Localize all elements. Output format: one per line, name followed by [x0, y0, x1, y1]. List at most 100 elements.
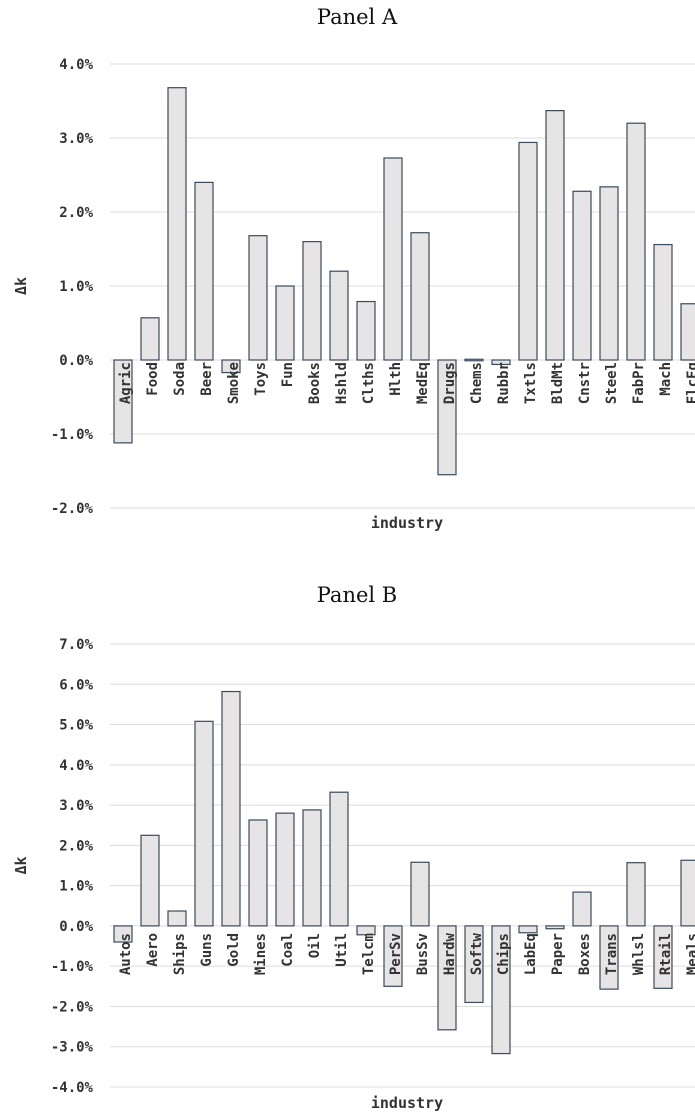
- panel-a-category-label: Cnstr: [577, 362, 593, 404]
- panel-b-category-label: Ships: [172, 933, 188, 975]
- panel-b-category-label: Guns: [199, 933, 215, 967]
- panel-a-bar-mach: [653, 243, 673, 361]
- panel-a-category-label: Books: [307, 362, 323, 404]
- panel-a-x-axis-label: industry: [371, 514, 443, 532]
- panel-a-bar-agric: [113, 359, 133, 444]
- panel-b-y-tick-label: 2.0%: [59, 838, 93, 854]
- panel-b-y-axis-label: Δk: [12, 856, 30, 874]
- panel-a-y-tick-label: 3.0%: [59, 131, 93, 147]
- panel-a-category-label: Agric: [118, 362, 134, 404]
- panel-b-x-axis-label: industry: [371, 1094, 443, 1112]
- panel-b-y-tick-label: -4.0%: [51, 1080, 94, 1096]
- panel-b-category-label: Autos: [118, 933, 134, 975]
- panel-a-category-label: Rubbr: [496, 362, 512, 404]
- panel-a-y-tick-label: 0.0%: [59, 353, 93, 369]
- panel-a-bar-beer: [194, 181, 214, 361]
- panel-a-category-label: Smoke: [226, 362, 242, 404]
- panel-a-category-label: Txtls: [523, 362, 539, 404]
- panel-a-bar-elceq: [680, 303, 695, 361]
- panel-b-bar-trans: [599, 925, 619, 990]
- panel-a-bar-drugs: [437, 359, 457, 476]
- panel-a-y-tick-label: -2.0%: [51, 501, 94, 517]
- panel-b-bar-telcm: [356, 925, 376, 936]
- panel-b-category-label: Telcm: [361, 933, 377, 975]
- panel-a-category-label: Soda: [172, 362, 188, 396]
- panel-b-y-tick-label: 3.0%: [59, 798, 93, 814]
- panel-a-category-label: Beer: [199, 362, 215, 396]
- panel-a-category-label: Fun: [280, 362, 296, 387]
- panel-b-bar-boxes: [572, 891, 592, 927]
- panel-a-y-tick-label: 1.0%: [59, 279, 93, 295]
- panel-b-y-tick-label: -2.0%: [51, 999, 94, 1015]
- panel-b-bar-meals: [680, 859, 695, 927]
- panel-b-category-label: Gold: [226, 933, 242, 967]
- panel-a-bar-books: [302, 241, 322, 361]
- panel-b-category-label: Trans: [604, 933, 620, 975]
- panel-a-bar-food: [140, 317, 160, 361]
- panel-a-bar-hlth: [383, 157, 403, 361]
- panel-b-y-tick-label: 5.0%: [59, 718, 93, 734]
- panel-a-category-label: Toys: [253, 362, 269, 396]
- panel-a-bar-steel: [599, 186, 619, 361]
- panel-b-category-label: Boxes: [577, 933, 593, 975]
- panel-a-category-label: Hlth: [388, 362, 404, 396]
- panel-b-category-label: Hardw: [442, 932, 458, 975]
- panel-b-category-label: Oil: [307, 933, 323, 958]
- panel-a-bar-soda: [167, 87, 187, 361]
- panel-b-bar-hardw: [437, 925, 457, 1031]
- panel-b-y-tick-label: -1.0%: [51, 959, 94, 975]
- panel-b-title: Panel B: [317, 583, 397, 607]
- panel-a-category-label: Hshld: [334, 362, 350, 404]
- panel-b-bar-persv: [383, 925, 403, 987]
- panel-b-bar-aero: [140, 834, 160, 927]
- panel-b-bar-gold: [221, 690, 241, 927]
- panel-a-category-label: Drugs: [442, 362, 458, 404]
- panel-a-category-label: Chems: [469, 362, 485, 404]
- panel-b-y-tick-label: 6.0%: [59, 677, 93, 693]
- panel-a-category-label: BldMt: [550, 362, 566, 404]
- panel-b-bar-util: [329, 791, 349, 927]
- panel-b-bar-softw: [464, 925, 484, 1004]
- panel-b-category-label: BusSv: [415, 933, 431, 975]
- panel-b-bar-mines: [248, 819, 268, 927]
- panel-b-bar-autos: [113, 925, 133, 943]
- panel-b-bar-paper: [545, 925, 565, 930]
- panel-a-bar-bldmt: [545, 110, 565, 361]
- panel-a-y-tick-label: 4.0%: [59, 57, 93, 73]
- panel-a-bar-medeq: [410, 232, 430, 361]
- panel-a-bar-toys: [248, 235, 268, 361]
- panel-b-bar-labeq: [518, 925, 538, 934]
- panel-b-bar-coal: [275, 812, 295, 927]
- panel-b-category-label: PerSv: [388, 933, 404, 975]
- panel-b-bar-whlsl: [626, 862, 646, 927]
- panel-a-category-label: Food: [145, 362, 161, 396]
- panel-a-bar-rubbr: [491, 359, 511, 366]
- panel-b-y-tick-label: 4.0%: [59, 758, 93, 774]
- panel-b-category-label: Chips: [496, 933, 512, 975]
- panel-a-bar-fun: [275, 285, 295, 361]
- panel-a-bar-fabpr: [626, 122, 646, 361]
- panel-b-category-label: Meals: [685, 933, 695, 975]
- panel-b-category-label: Util: [334, 933, 350, 967]
- panel-a-bar-clths: [356, 300, 376, 361]
- panel-b-bar-chips: [491, 925, 511, 1055]
- panel-b-bar-guns: [194, 720, 214, 927]
- panel-a-y-tick-label: -1.0%: [51, 427, 94, 443]
- panel-b-bar-rtail: [653, 925, 673, 989]
- panel-b-category-label: Paper: [550, 933, 566, 975]
- panel-a-category-label: Mach: [658, 362, 674, 396]
- panel-b-y-tick-label: 7.0%: [59, 637, 93, 653]
- panel-b-y-tick-label: 0.0%: [59, 919, 93, 935]
- panel-a-category-label: Clths: [361, 362, 377, 404]
- panel-b-bar-oil: [302, 809, 322, 927]
- panel-b-category-label: Coal: [280, 933, 296, 967]
- panel-b-y-tick-label: -3.0%: [51, 1040, 94, 1056]
- panel-a-bar-hshld: [329, 270, 349, 361]
- panel-b-category-label: Rtail: [658, 933, 674, 975]
- panel-a-y-axis-label: Δk: [12, 277, 30, 295]
- panel-a-bar-txtls: [518, 141, 538, 361]
- panel-b-bar-bussv: [410, 861, 430, 927]
- panel-a-category-label: ElcEq: [685, 362, 695, 404]
